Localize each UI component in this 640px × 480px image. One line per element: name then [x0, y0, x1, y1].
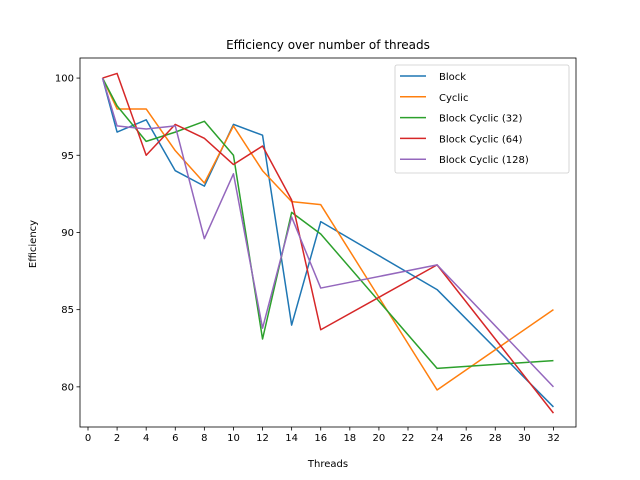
legend: Block Cyclic Block Cyclic (32) Block Cyclic… [394, 64, 570, 174]
legend-label: Cyclic [439, 93, 468, 104]
y-tick-label: 90 [61, 228, 74, 239]
x-axis-label: Threads [307, 459, 348, 470]
x-tick-label: 8 [201, 433, 207, 444]
legend-label: Block Cyclic (128) [439, 155, 529, 166]
x-tick-label: 28 [489, 433, 502, 444]
legend-box [394, 64, 570, 174]
x-tick-label: 6 [172, 433, 178, 444]
chart-title: Efficiency over number of threads [226, 38, 430, 52]
y-axis-label: Efficiency [28, 220, 39, 268]
y-tick-label: 100 [55, 74, 74, 85]
x-tick-label: 10 [227, 433, 240, 444]
y-tick-label: 85 [61, 305, 74, 316]
x-tick-label: 20 [373, 433, 386, 444]
series-line-1 [101, 77, 554, 391]
legend-label: Block [439, 72, 466, 83]
x-tick-label: 26 [460, 433, 473, 444]
legend-label: Block Cyclic (32) [439, 114, 522, 125]
y-tick-label: 95 [61, 151, 74, 162]
x-tick-label: 14 [285, 433, 298, 444]
x-tick-label: 12 [256, 433, 269, 444]
x-tick-label: 30 [518, 433, 531, 444]
x-tick-label: 16 [314, 433, 327, 444]
x-tick-label: 4 [143, 433, 149, 444]
x-tick-label: 32 [547, 433, 560, 444]
x-tick-label: 2 [114, 433, 120, 444]
x-tick-label: 22 [402, 433, 415, 444]
legend-label: Block Cyclic (64) [439, 134, 522, 145]
plot-frame [79, 57, 577, 428]
y-tick-label: 80 [61, 382, 74, 393]
series-line-4 [101, 77, 554, 388]
x-tick-label: 18 [343, 433, 356, 444]
x-tick-label: 24 [431, 433, 444, 444]
series-line-0 [101, 77, 554, 408]
x-tick-label: 0 [85, 433, 91, 444]
